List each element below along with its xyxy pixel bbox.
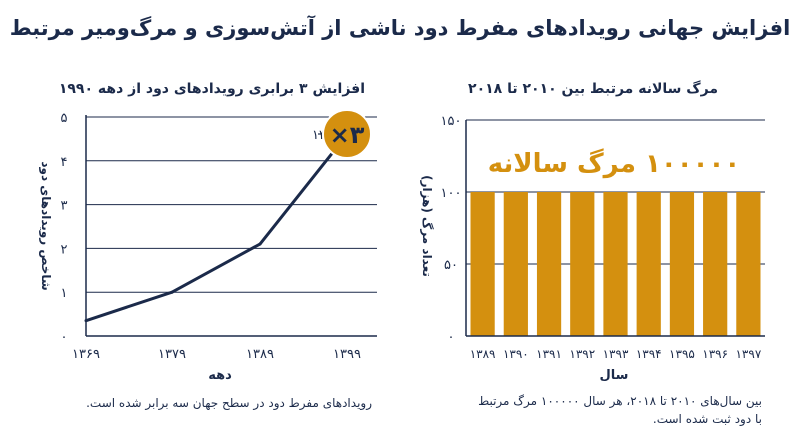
right-chart-title: مرگ سالانه مرتبط بین ۲۰۱۰ تا ۲۰۱۸ xyxy=(468,81,718,97)
left-ytick-label: ۵ xyxy=(61,111,68,126)
left-x-axis-label: دهه xyxy=(208,368,232,383)
right-xtick-label: ۱۳۹۷ xyxy=(735,347,761,361)
right-x-axis-label: سال xyxy=(600,368,629,383)
right-bar xyxy=(669,192,695,336)
right-bar xyxy=(503,192,528,336)
left-xtick-label: ۱۳۸۹ xyxy=(246,347,274,362)
right-xtick-label: ۱۳۹۰ xyxy=(503,347,529,361)
right-xtick-label: ۱۳۹۶ xyxy=(702,347,728,361)
right-xtick-label: ۱۳۹۲ xyxy=(569,347,595,361)
right-bar xyxy=(536,192,562,336)
right-bar xyxy=(703,192,728,336)
right-ytick-label: ۰ xyxy=(448,330,455,345)
left-data-point xyxy=(258,242,262,246)
left-xtick-label: ۱۳۷۹ xyxy=(158,347,186,362)
left-series-line xyxy=(85,133,349,323)
left-annotation-badge xyxy=(322,109,372,159)
left-ytick-label: ۲ xyxy=(61,242,68,257)
right-y-axis-label: تعداد مرگ (هزار) xyxy=(420,175,435,277)
page-title: افزایش جهانی رویدادهای مفرط دود ناشی از … xyxy=(9,16,791,40)
right-xtick-label: ۱۳۹۴ xyxy=(636,347,662,361)
left-xtick-label: ۱۳۹۹ xyxy=(333,347,361,362)
right-xtick-label: ۱۳۹۱ xyxy=(536,347,562,361)
right-bar xyxy=(570,192,595,336)
right-annotation: ۱۰۰۰۰۰ مرگ سالانه xyxy=(488,148,740,179)
left-ytick-label: ۴ xyxy=(61,155,68,170)
right-xtick-label: ۱۳۹۵ xyxy=(669,347,695,361)
left-ytick-label: ۳ xyxy=(61,199,68,214)
right-xtick-label: ۱۳۸۹ xyxy=(470,347,496,361)
right-xtick-label: ۱۳۹۳ xyxy=(603,347,629,361)
right-ytick-label: ۱۵۰ xyxy=(441,114,462,129)
right-ytick-label: ۱۰۰ xyxy=(441,186,462,201)
left-ytick-label: ۱ xyxy=(61,286,68,301)
left-chart-caption: رویدادهای مفرط دود در سطح جهان سه برابر … xyxy=(86,396,372,410)
right-bar xyxy=(636,192,661,336)
right-ytick-label: ۵۰ xyxy=(444,258,458,273)
left-data-point xyxy=(84,319,88,323)
left-annotation-badge-text: ۳× xyxy=(330,121,365,149)
right-bar xyxy=(603,192,628,336)
left-ytick-label: ۰ xyxy=(61,330,68,345)
right-chart-caption-line1: بین سال‌های ۲۰۱۰ تا ۲۰۱۸، هر سال ۱۰۰۰۰۰ … xyxy=(478,394,762,408)
left-chart-title: افزایش ۳ برابری رویدادهای دود از دهه ۱۹۹… xyxy=(58,81,365,97)
left-xtick-label: ۱۳۶۹ xyxy=(72,347,100,362)
left-y-axis-label: شاخص رویدادهای دود xyxy=(38,161,53,290)
left-data-point xyxy=(170,290,174,294)
right-chart-caption-line2: با دود ثبت شده است. xyxy=(652,412,762,426)
right-bar xyxy=(470,192,495,336)
right-bar xyxy=(736,192,761,336)
